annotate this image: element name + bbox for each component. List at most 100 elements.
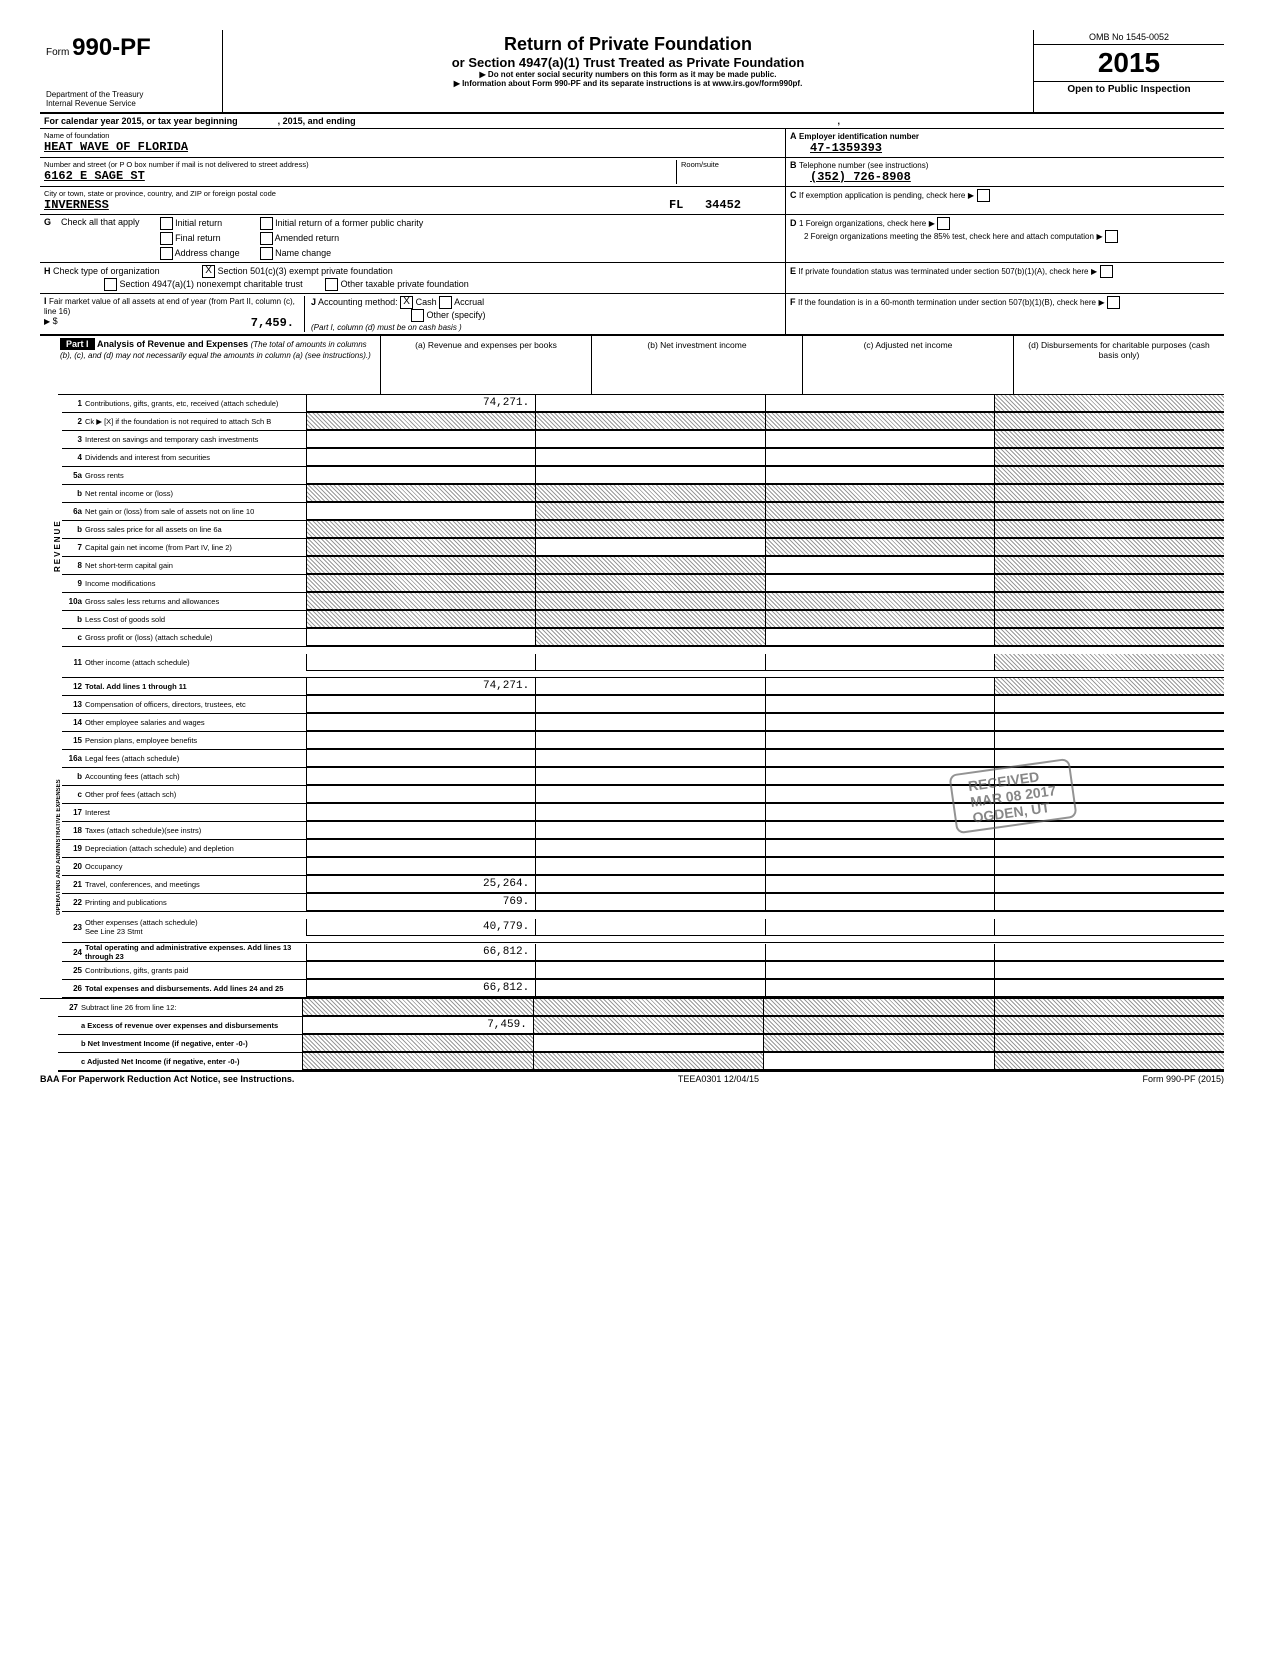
line27a-label: a Excess of revenue over expenses and di…: [81, 1021, 302, 1030]
ein-value: 47-1359393: [810, 141, 882, 155]
part1-title: Analysis of Revenue and Expenses: [97, 339, 248, 349]
g-namechange-checkbox[interactable]: [260, 247, 273, 260]
cell: [994, 999, 1224, 1016]
line-label: Total. Add lines 1 through 11: [85, 682, 306, 691]
amount-cell: [765, 395, 995, 412]
g-initial-checkbox[interactable]: [160, 217, 173, 230]
part1-header: Part I: [60, 338, 95, 350]
title-main: Return of Private Foundation: [229, 34, 1027, 55]
g-initial-former-checkbox[interactable]: [260, 217, 273, 230]
line-label: Total operating and administrative expen…: [85, 943, 306, 961]
e-checkbox[interactable]: [1100, 265, 1113, 278]
line-label: Net short-term capital gain: [85, 561, 306, 570]
j-accrual-checkbox[interactable]: [439, 296, 452, 309]
line-label: Accounting fees (attach sch): [85, 772, 306, 781]
amount-cell: [535, 876, 765, 893]
line-row: 23Other expenses (attach schedule) See L…: [62, 912, 1224, 943]
i-value: 7,459.: [251, 316, 294, 330]
g-label: Check all that apply: [61, 217, 140, 260]
d1-checkbox[interactable]: [937, 217, 950, 230]
amount-cell: [765, 750, 995, 767]
line-label: Contributions, gifts, grants paid: [85, 966, 306, 975]
amount-cell: [306, 449, 536, 466]
amount-cell: [765, 413, 995, 430]
amount-cell: [765, 539, 995, 556]
amount-cell: [306, 822, 536, 839]
amount-cell: [765, 876, 995, 893]
line-row: 22Printing and publications769.: [62, 894, 1224, 912]
amount-cell: [994, 539, 1224, 556]
line-num: 8: [62, 561, 85, 570]
line-num: 10a: [62, 597, 85, 606]
g-opt4: Amended return: [275, 233, 340, 243]
amount-cell: [306, 768, 536, 785]
gd-row: G Check all that apply Initial return In…: [40, 215, 1224, 263]
d2-label: 2 Foreign organizations meeting the 85% …: [804, 232, 1094, 241]
amount-cell: [306, 467, 536, 484]
amount-cell: [306, 521, 536, 538]
line-num: 13: [62, 700, 85, 709]
cell: [302, 999, 532, 1016]
line-num: 2: [62, 417, 85, 426]
f-checkbox[interactable]: [1107, 296, 1120, 309]
amount-cell: [994, 714, 1224, 731]
f-label: If the foundation is in a 60-month termi…: [798, 298, 1096, 307]
form-header: Form 990-PF Department of the Treasury I…: [40, 30, 1224, 114]
amount-cell: [535, 395, 765, 412]
g-amended-checkbox[interactable]: [260, 232, 273, 245]
line-num: 11: [62, 658, 85, 667]
arrow-icon: [968, 190, 974, 200]
amount-cell: [765, 732, 995, 749]
amount-cell: [994, 521, 1224, 538]
line-row: 5aGross rents: [62, 467, 1224, 485]
line-label: Legal fees (attach schedule): [85, 754, 306, 763]
line27-num: 27: [58, 1003, 81, 1012]
amount-cell: [994, 980, 1224, 997]
line-label: Printing and publications: [85, 898, 306, 907]
line-row: cGross profit or (loss) (attach schedule…: [62, 629, 1224, 647]
amount-cell: [994, 696, 1224, 713]
line-num: 15: [62, 736, 85, 745]
arrow-icon: [1098, 297, 1104, 307]
c-checkbox[interactable]: [977, 189, 990, 202]
letter-e: E: [790, 266, 796, 276]
amount-cell: [765, 521, 995, 538]
amount-cell: [994, 503, 1224, 520]
revenue-label: REVENUE: [40, 395, 62, 696]
amount-cell: [535, 654, 765, 671]
amount-cell: [535, 467, 765, 484]
amount-cell: 74,271.: [306, 678, 536, 695]
h-501c3-checkbox[interactable]: X: [202, 265, 215, 278]
amount-cell: [994, 654, 1224, 671]
amount-cell: [994, 449, 1224, 466]
line-label: Ck ▶ [X] if the foundation is not requir…: [85, 417, 306, 426]
j-accrual: Accrual: [454, 297, 484, 307]
j-other-checkbox[interactable]: [411, 309, 424, 322]
line-label: Depreciation (attach schedule) and deple…: [85, 844, 306, 853]
he-row: H Check type of organization X Section 5…: [40, 263, 1224, 294]
amount-cell: [306, 750, 536, 767]
ein-label: Employer identification number: [799, 132, 919, 141]
d1-label: 1 Foreign organizations, check here: [799, 219, 926, 228]
amount-cell: [306, 575, 536, 592]
amount-cell: [994, 840, 1224, 857]
amount-cell: [306, 804, 536, 821]
line-num: 25: [62, 966, 85, 975]
g-address-checkbox[interactable]: [160, 247, 173, 260]
line-label: Gross profit or (loss) (attach schedule): [85, 633, 306, 642]
amount-cell: [535, 858, 765, 875]
amount-cell: [994, 732, 1224, 749]
d2-checkbox[interactable]: [1105, 230, 1118, 243]
amount-cell: [765, 503, 995, 520]
h-other-checkbox[interactable]: [325, 278, 338, 291]
h-opt3: Other taxable private foundation: [341, 279, 469, 289]
amount-cell: [765, 678, 995, 695]
letter-g: G: [44, 217, 51, 260]
line-label: Dividends and interest from securities: [85, 453, 306, 462]
g-final-checkbox[interactable]: [160, 232, 173, 245]
line-num: 17: [62, 808, 85, 817]
h-4947-checkbox[interactable]: [104, 278, 117, 291]
amount-cell: [535, 503, 765, 520]
amount-cell: [306, 611, 536, 628]
j-cash-checkbox[interactable]: X: [400, 296, 413, 309]
